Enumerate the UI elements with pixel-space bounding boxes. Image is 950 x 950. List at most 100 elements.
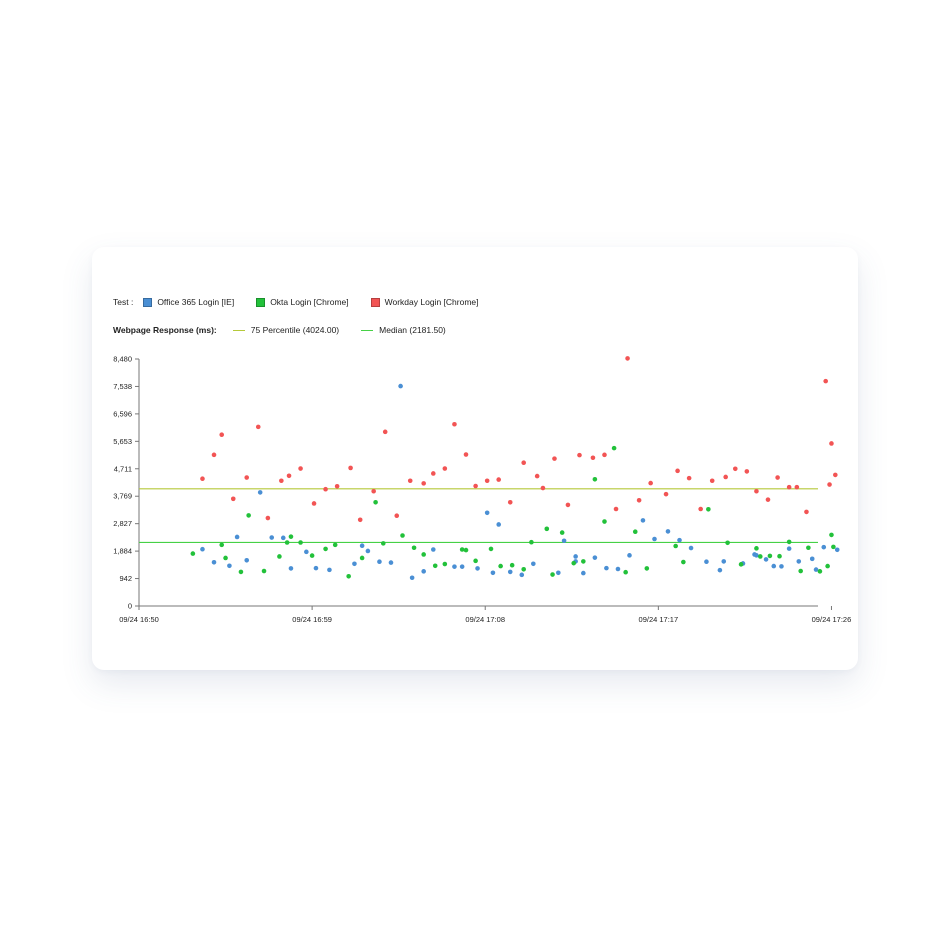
data-point — [754, 488, 759, 494]
data-point — [521, 460, 527, 465]
data-point — [806, 545, 811, 551]
data-point — [644, 566, 650, 571]
data-point — [490, 570, 496, 576]
data-point — [615, 566, 621, 572]
data-point — [834, 547, 840, 553]
data-point — [473, 558, 478, 564]
data-point — [571, 560, 577, 566]
legend-label-okta: Okta Login [Chrome] — [270, 297, 349, 307]
data-point — [288, 534, 294, 539]
data-point — [257, 490, 263, 495]
data-point — [829, 441, 834, 446]
data-point — [592, 555, 598, 560]
scatter-chart: 0 942 1,884 2,827 3,769 4,711 5,653 6,596 7,538 8… — [113, 355, 852, 625]
y-tick-label: 5,653 — [113, 437, 132, 446]
data-point — [573, 554, 578, 559]
data-point — [484, 510, 490, 516]
legend-item-okta[interactable]: Okta Login [Chrome] — [256, 297, 349, 307]
percentile-line-icon — [232, 329, 245, 331]
y-tick-label: 3,769 — [113, 492, 132, 501]
x-tick-label: 09/24 17:26 — [812, 615, 852, 624]
data-point — [663, 491, 669, 497]
data-point — [709, 478, 715, 484]
chart-card: Test : Office 365 Login [IE] Okta Login … — [92, 247, 858, 670]
data-point — [681, 559, 686, 565]
data-point — [309, 553, 315, 558]
data-point — [798, 568, 803, 574]
data-point — [507, 500, 513, 505]
data-point — [665, 529, 671, 534]
legend-item-75-percentile: 75 Percentile (4024.00) — [232, 325, 339, 335]
data-point — [686, 475, 692, 481]
data-point — [400, 533, 405, 538]
data-point — [348, 465, 353, 471]
data-point — [507, 569, 513, 575]
y-tick-label: 4,711 — [114, 464, 132, 473]
data-point — [813, 567, 819, 572]
data-point — [688, 545, 694, 551]
data-point — [496, 522, 501, 527]
data-point — [767, 553, 773, 559]
data-point — [754, 553, 759, 558]
data-point — [725, 540, 730, 546]
y-tick-label: 942 — [119, 574, 132, 583]
metric-legend: Webpage Response (ms): 75 Percentile (40… — [113, 325, 468, 335]
y-tick-label: 2,827 — [113, 519, 132, 528]
data-point — [323, 546, 328, 552]
data-point — [286, 473, 292, 479]
data-point — [244, 557, 250, 563]
legend-item-office365[interactable]: Office 365 Login [IE] — [143, 297, 234, 307]
office365-swatch-icon — [143, 297, 153, 307]
data-point — [279, 478, 284, 484]
data-point — [357, 517, 363, 523]
data-point — [442, 466, 448, 471]
x-tick-label: 09/24 16:59 — [292, 615, 332, 624]
data-point — [255, 424, 261, 430]
data-point — [442, 561, 448, 567]
data-point — [200, 476, 205, 482]
legend-item-workday[interactable]: Workday Login [Chrome] — [370, 297, 479, 307]
data-point — [823, 378, 828, 384]
data-point — [829, 532, 834, 538]
data-point — [388, 560, 394, 565]
data-point — [677, 537, 682, 543]
data-point — [765, 497, 771, 502]
data-point — [398, 383, 403, 389]
data-point — [277, 554, 282, 559]
data-point — [346, 573, 351, 579]
data-point — [831, 544, 836, 550]
data-point — [352, 561, 357, 567]
data-point — [459, 547, 465, 552]
median-line-icon — [361, 329, 374, 331]
data-point — [534, 473, 540, 479]
data-point — [604, 565, 609, 571]
data-point — [581, 570, 586, 576]
data-point — [211, 452, 217, 458]
series-workday — [200, 356, 838, 523]
data-point — [771, 563, 777, 569]
data-point — [498, 563, 503, 569]
data-point — [463, 547, 469, 553]
data-point — [675, 468, 680, 474]
data-point — [411, 545, 417, 551]
legend-item-median: Median (2181.50) — [361, 325, 446, 335]
data-point — [234, 534, 240, 540]
data-point — [430, 547, 436, 552]
data-point — [809, 556, 815, 562]
data-point — [359, 555, 365, 561]
data-point — [519, 572, 525, 578]
x-tick-label: 09/24 17:17 — [639, 615, 679, 624]
test-legend: Test : Office 365 Login [IE] Okta Login … — [113, 297, 500, 307]
data-point — [382, 429, 388, 435]
data-point — [200, 546, 205, 552]
legend-label-workday: Workday Login [Chrome] — [384, 297, 479, 307]
data-point — [625, 356, 630, 361]
data-point — [723, 474, 728, 480]
data-point — [475, 566, 480, 571]
data-point — [825, 563, 830, 569]
y-tick-label: 0 — [128, 602, 132, 611]
data-point — [190, 551, 196, 556]
metric-legend-title: Webpage Response (ms): — [113, 325, 217, 335]
data-point — [544, 526, 550, 532]
data-point — [452, 564, 457, 569]
